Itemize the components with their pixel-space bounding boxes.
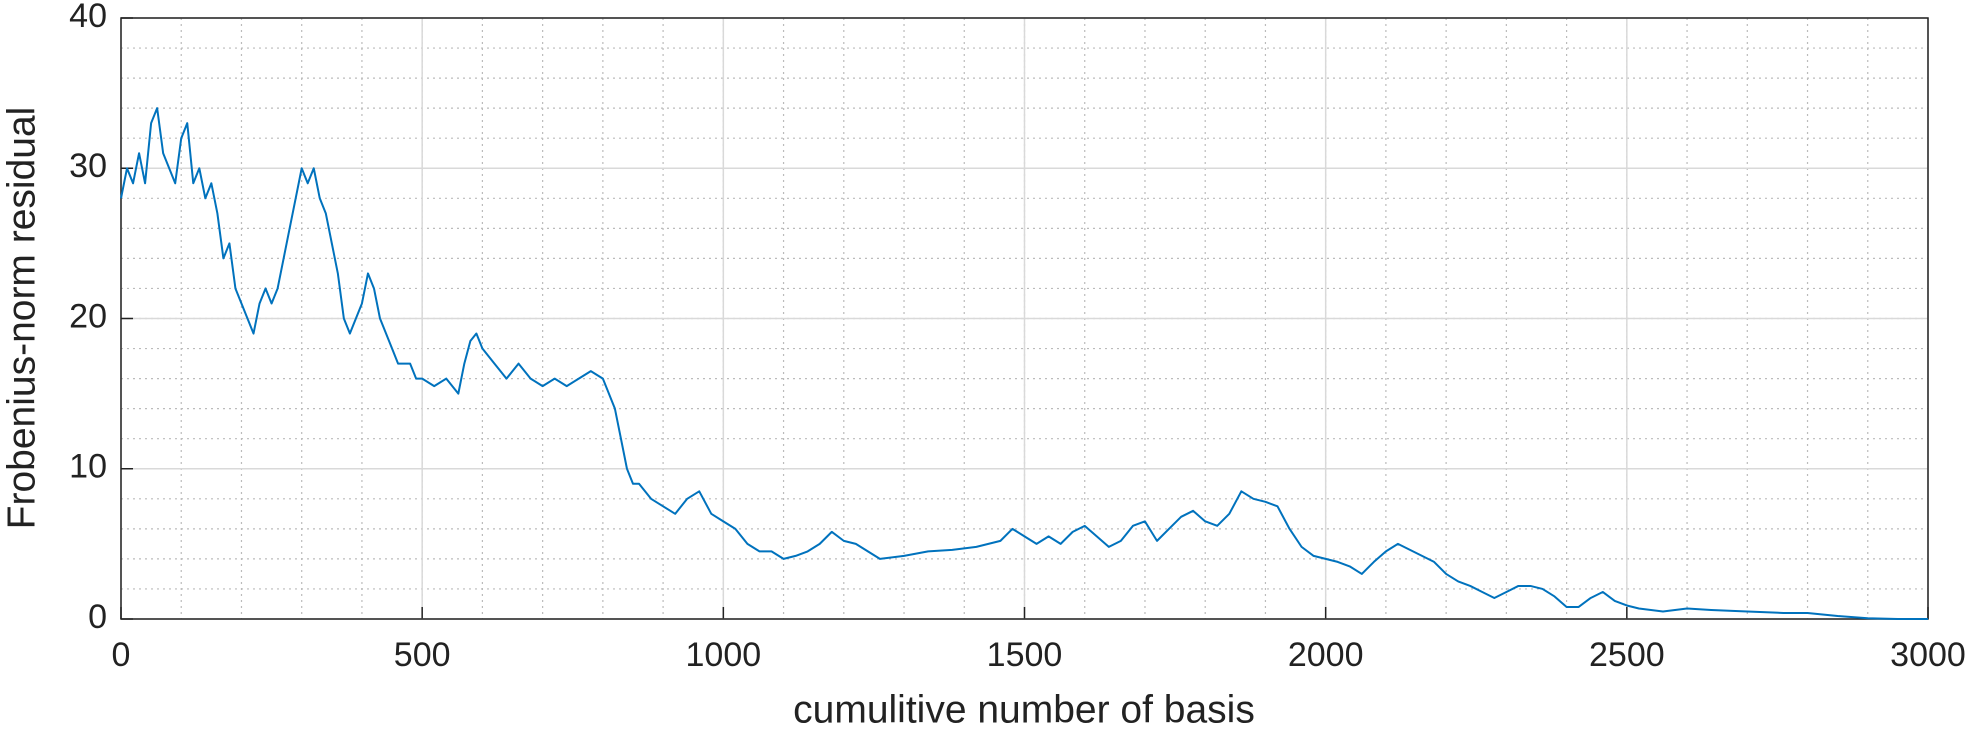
x-tick-label: 0 <box>112 636 131 674</box>
x-tick-label: 1000 <box>686 636 762 674</box>
data-line <box>120 107 1928 620</box>
x-tick-label: 3000 <box>1890 636 1966 674</box>
y-tick-label: 40 <box>69 0 107 35</box>
plot-frame <box>120 17 1929 620</box>
x-axis-label: cumulitive number of basis <box>793 688 1255 731</box>
x-tick-label: 500 <box>394 636 451 674</box>
y-tick-label: 10 <box>69 448 107 486</box>
y-axis-label: Frobenius-norm residual <box>0 107 43 530</box>
x-tick-label: 1500 <box>987 636 1063 674</box>
y-tick-label: 30 <box>69 147 107 185</box>
y-tick-label: 20 <box>69 297 107 335</box>
x-tick-label: 2500 <box>1589 636 1665 674</box>
y-tick-label: 0 <box>88 598 107 636</box>
x-tick-label: 2000 <box>1288 636 1364 674</box>
